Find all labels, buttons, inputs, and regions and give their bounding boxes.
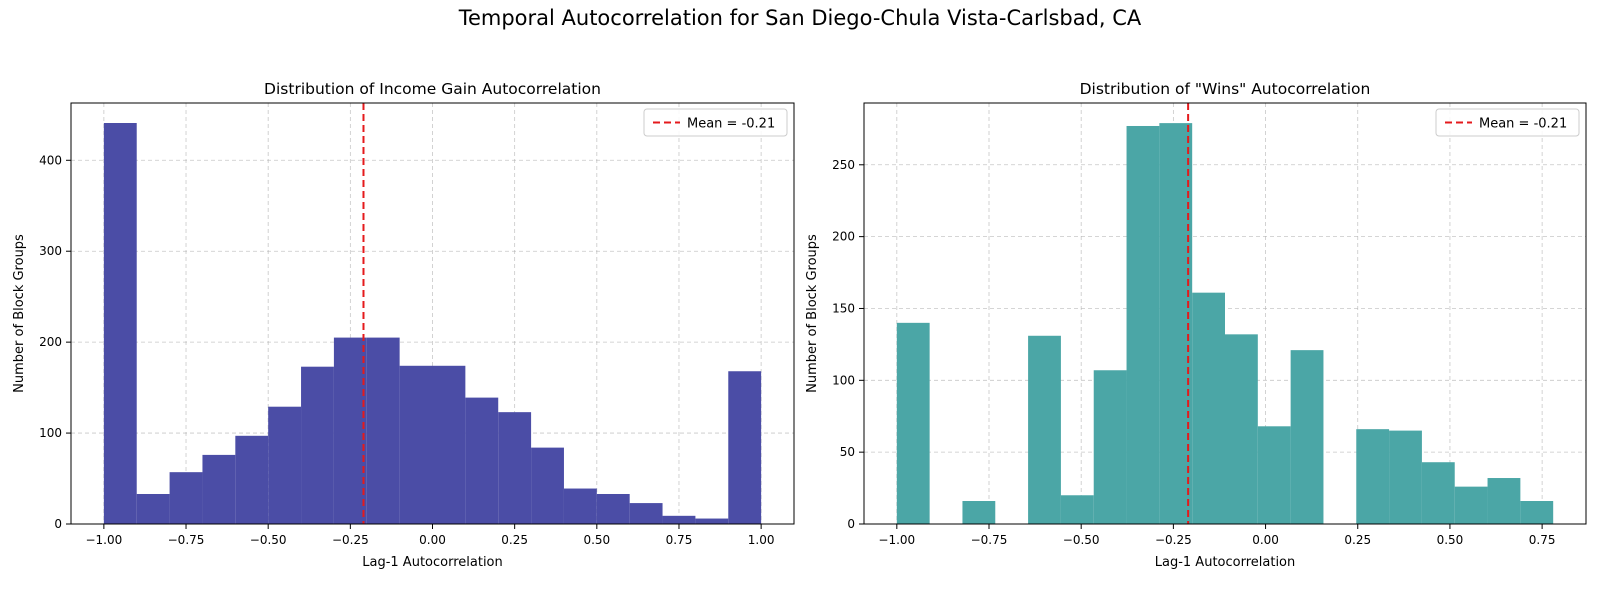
x-axis-label: Lag-1 Autocorrelation — [362, 555, 503, 570]
y-tick-label: 200 — [39, 335, 62, 349]
legend-box — [1435, 108, 1580, 137]
x-tick-label: −1.00 — [85, 533, 122, 547]
histogram-bar — [1060, 495, 1094, 524]
histogram-bar — [896, 322, 930, 524]
x-axis-label: Lag-1 Autocorrelation — [1155, 555, 1296, 570]
histogram-bar — [498, 412, 532, 524]
x-tick-label: 0.00 — [1252, 533, 1279, 547]
histogram-bar — [202, 454, 236, 524]
histogram-bar — [399, 365, 433, 524]
y-tick-label: 0 — [847, 517, 855, 531]
y-tick-label: 400 — [39, 153, 62, 167]
y-tick-label: 300 — [39, 244, 62, 258]
histogram-bar — [1159, 123, 1193, 525]
histogram-bar — [333, 337, 367, 524]
x-tick-label: −0.25 — [332, 533, 369, 547]
chart-2: −1.00 −0.75 −0.50 −0.25 0.00 0.25 0.50 0.75 0 50 1… — [805, 80, 1587, 570]
y-tick-label: 100 — [832, 373, 855, 387]
x-tick-label: 0.25 — [501, 533, 528, 547]
x-tick-label: 0.50 — [583, 533, 610, 547]
histogram-bar — [596, 493, 630, 524]
histogram-bar — [366, 337, 400, 524]
x-tick-label: 0.75 — [1529, 533, 1556, 547]
y-axis-label: Number of Block Groups — [12, 234, 27, 393]
chart-1: −1.00 −0.75 −0.50 −0.25 0.00 0.25 0.50 0.75 1.00… — [12, 80, 795, 570]
histogram-bar — [662, 515, 696, 524]
histogram-bar — [531, 447, 564, 524]
histogram-bar — [962, 501, 996, 524]
histogram-bar — [1126, 125, 1160, 525]
x-tick-label: 0.75 — [666, 533, 693, 547]
histogram-bar — [1028, 335, 1061, 524]
histogram-bar — [432, 365, 466, 524]
y-tick-label: 0 — [54, 517, 62, 531]
histogram-bar — [235, 435, 269, 524]
legend-label: Mean = -0.21 — [687, 117, 775, 132]
histogram-bar — [695, 518, 729, 524]
legend: Mean = -0.21 — [1435, 108, 1580, 137]
histogram-bar — [1421, 462, 1455, 524]
histogram-bar — [629, 503, 663, 524]
histogram-bar — [169, 472, 203, 524]
x-tick-label: −0.50 — [250, 533, 287, 547]
y-axis-label: Number of Block Groups — [805, 234, 820, 393]
histogram-bar — [1192, 292, 1225, 524]
histogram-bar — [301, 366, 334, 524]
histogram-bar — [1520, 501, 1554, 524]
figure-title: Temporal Autocorrelation for San Diego-C… — [458, 6, 1142, 30]
x-tick-label: 0.25 — [1344, 533, 1371, 547]
histogram-bar — [1290, 350, 1324, 524]
histogram-bar — [728, 371, 762, 524]
histogram-bar — [1356, 429, 1390, 524]
legend-label: Mean = -0.21 — [1479, 117, 1567, 132]
x-tick-label: 1.00 — [748, 533, 775, 547]
x-tick-label: 0.00 — [419, 533, 446, 547]
x-tick-label: −0.75 — [971, 533, 1008, 547]
y-tick-label: 150 — [832, 301, 855, 315]
y-tick-label: 50 — [840, 445, 855, 459]
subplot-title: Distribution of Income Gain Autocorrelat… — [264, 80, 601, 98]
histogram-bar — [136, 493, 170, 524]
histogram-bar — [1257, 426, 1291, 524]
x-tick-label: −1.00 — [878, 533, 915, 547]
x-tick-label: −0.75 — [168, 533, 205, 547]
histogram-bar — [1487, 478, 1521, 524]
histogram-bar — [465, 397, 499, 524]
x-tick-label: 0.50 — [1437, 533, 1464, 547]
x-tick-label: −0.50 — [1063, 533, 1100, 547]
y-tick-label: 250 — [832, 158, 855, 172]
legend: Mean = -0.21 — [643, 108, 788, 137]
plot-frame — [863, 102, 1587, 525]
subplot-title: Distribution of "Wins" Autocorrelation — [1080, 80, 1371, 98]
histogram-bar — [1454, 486, 1488, 524]
legend-box — [643, 108, 788, 137]
histogram-bar — [103, 123, 137, 524]
x-tick-label: −0.25 — [1155, 533, 1192, 547]
y-tick-label: 200 — [832, 230, 855, 244]
histogram-bar — [1225, 334, 1258, 524]
histogram-bar — [563, 488, 597, 524]
histogram-bar — [1093, 370, 1127, 524]
y-tick-label: 100 — [39, 426, 62, 440]
histogram-bar — [1389, 430, 1422, 524]
histogram-bar — [268, 406, 302, 524]
